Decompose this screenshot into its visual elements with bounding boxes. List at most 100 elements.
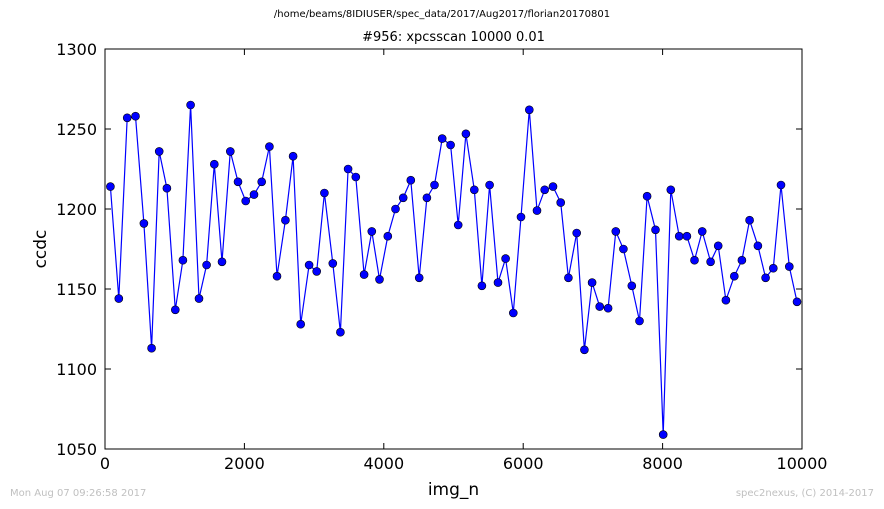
data-point <box>367 227 377 236</box>
y-tick-label: 1100 <box>56 360 97 379</box>
data-point <box>241 196 250 206</box>
chart-title: #956: xpcsscan 10000 0.01 <box>362 30 545 45</box>
data-point <box>674 231 684 241</box>
data-point <box>106 182 115 191</box>
data-point <box>320 188 329 198</box>
data-point <box>375 275 384 284</box>
data-point <box>619 244 628 254</box>
data-point <box>761 273 770 283</box>
data-point <box>595 302 605 311</box>
data-point <box>453 220 463 230</box>
data-point <box>414 273 424 283</box>
data-point <box>422 193 432 203</box>
data-point <box>217 257 227 267</box>
data-point <box>556 198 566 207</box>
y-tick-label: 1250 <box>56 120 97 139</box>
data-point <box>312 267 322 276</box>
data-point <box>508 308 518 318</box>
data-point <box>611 227 621 236</box>
data-point <box>186 100 195 110</box>
data-point <box>635 316 644 326</box>
data-point <box>753 241 763 251</box>
plot-area <box>106 100 802 439</box>
data-point <box>122 113 132 123</box>
data-point <box>485 180 494 190</box>
data-point <box>288 151 298 161</box>
data-point <box>580 345 589 355</box>
x-tick-label: 10000 <box>777 454 828 473</box>
data-point <box>336 327 345 337</box>
data-point <box>359 270 369 279</box>
y-tick-label: 1200 <box>56 200 97 219</box>
data-point <box>281 215 290 225</box>
data-point <box>516 212 526 222</box>
data-point <box>784 262 794 271</box>
y-axis-label: ccdc <box>31 230 51 269</box>
data-point <box>564 273 573 283</box>
data-point <box>729 271 739 281</box>
data-point <box>721 295 731 305</box>
data-point <box>776 180 786 190</box>
data-point <box>296 319 306 329</box>
data-point <box>446 140 455 150</box>
data-point <box>328 259 338 268</box>
figure-suptitle: /home/beams/8IDIUSER/spec_data/2017/Aug2… <box>273 9 611 20</box>
data-point <box>745 215 754 225</box>
axes-frame <box>104 48 803 450</box>
data-point <box>501 254 510 263</box>
y-tick-label: 1050 <box>56 440 97 459</box>
x-tick-label: 4000 <box>363 454 404 473</box>
data-point <box>651 225 660 235</box>
data-point <box>697 227 707 236</box>
data-point <box>265 142 274 151</box>
data-point <box>603 303 613 313</box>
data-point <box>210 159 219 169</box>
data-point <box>437 134 447 143</box>
data-point <box>249 190 259 199</box>
data-point <box>682 231 692 241</box>
data-point <box>666 185 676 195</box>
data-point <box>147 343 156 353</box>
x-tick-label: 0 <box>100 454 110 473</box>
x-tick-label: 8000 <box>642 454 683 473</box>
data-point <box>461 129 471 139</box>
data-point <box>548 182 558 191</box>
data-point <box>383 231 393 241</box>
data-point <box>171 305 180 315</box>
data-point <box>587 278 597 287</box>
data-point <box>304 260 314 270</box>
data-point <box>737 255 747 265</box>
data-point <box>343 164 353 174</box>
data-point <box>642 191 652 201</box>
data-point <box>524 105 534 115</box>
data-point <box>713 241 723 251</box>
data-point <box>532 206 542 215</box>
x-tick-label: 6000 <box>503 454 544 473</box>
data-point <box>178 255 188 265</box>
timestamp-footer: Mon Aug 07 09:26:58 2017 <box>10 488 147 499</box>
data-point <box>162 183 172 193</box>
data-point <box>477 281 487 291</box>
y-tick-label: 1150 <box>56 280 97 299</box>
data-point <box>658 430 668 439</box>
data-point <box>627 281 637 291</box>
data-point <box>430 180 439 190</box>
data-point <box>226 147 235 156</box>
axis-ticks: 0 2000 4000 6000 8000 10000 1050 1100 1150 1200 12… <box>56 40 827 473</box>
x-axis-label: img_n <box>428 480 479 500</box>
data-point <box>139 219 149 228</box>
data-point <box>469 185 479 195</box>
data-point <box>233 177 243 187</box>
data-point <box>768 263 778 273</box>
data-point <box>272 271 282 281</box>
data-point <box>351 172 361 182</box>
data-point <box>406 175 416 185</box>
data-point <box>131 111 140 121</box>
data-point <box>690 255 699 265</box>
data-point <box>493 278 503 287</box>
data-point <box>572 228 582 238</box>
x-tick-label: 2000 <box>224 454 265 473</box>
data-point <box>202 260 211 270</box>
data-point <box>391 204 400 214</box>
data-point <box>194 294 204 303</box>
